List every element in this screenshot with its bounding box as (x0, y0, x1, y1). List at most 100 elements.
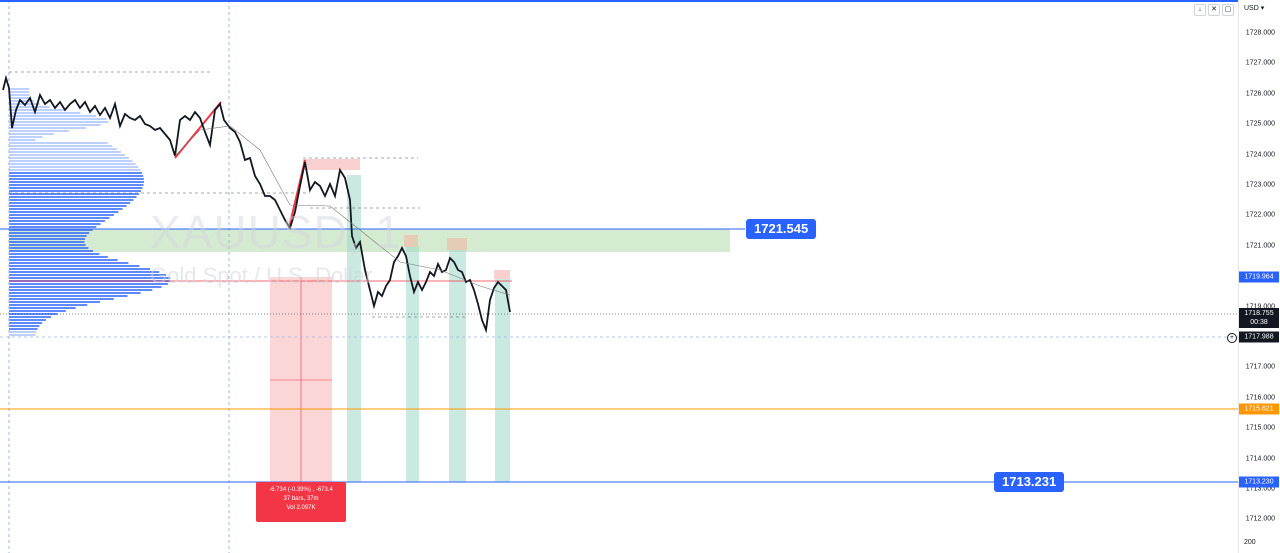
profile-bar (9, 112, 81, 114)
profile-bar (9, 166, 139, 168)
profile-bar (9, 142, 108, 144)
profile-bar (9, 118, 107, 120)
currency-label: USD (1244, 5, 1259, 12)
profile-bar (9, 304, 88, 306)
drawing-lines (0, 0, 1238, 553)
profile-bar (9, 106, 50, 108)
price-tick: 1727.000 (1245, 59, 1275, 67)
profile-bar (9, 148, 117, 150)
profile-bar (9, 256, 108, 258)
upper-level-label[interactable]: 1721.545 (746, 219, 817, 239)
price-tag-1719964: 1719.964 (1239, 271, 1279, 283)
measure-tool-readout: -6.734 (-0.39%) , -673.4 37 bars, 37m Vo… (256, 482, 346, 522)
price-axis[interactable]: USD ▾ 1728.000 1727.000 1726.000 1725.000 17… (1238, 0, 1280, 553)
profile-bar (9, 127, 86, 129)
lower-level-label[interactable]: 1713.231 (994, 472, 1065, 492)
price-tick: 1714.000 (1245, 455, 1275, 463)
maximize-button[interactable]: ▢ (1222, 4, 1234, 16)
profile-bar (9, 244, 86, 246)
profile-bar (9, 178, 144, 180)
profile-bar (9, 88, 30, 90)
teal-bar (406, 247, 419, 482)
measure-bars: 37 bars, 37m (283, 496, 319, 502)
collapse-button[interactable]: ✕ (1208, 4, 1220, 16)
profile-bar (9, 211, 119, 213)
price-tick: 1719.000 (1245, 303, 1275, 311)
profile-bar (9, 238, 85, 240)
profile-bar (9, 268, 151, 270)
profile-bar (9, 253, 100, 255)
profile-bar (9, 214, 114, 216)
profile-bar (9, 226, 97, 228)
profile-bar (9, 274, 167, 276)
profile-bar (9, 124, 101, 126)
price-tick: 1713.000 (1245, 485, 1275, 493)
profile-bar (9, 187, 143, 189)
profile-bar (9, 157, 129, 159)
currency-selector[interactable]: USD ▾ (1244, 5, 1265, 12)
profile-bar (9, 130, 69, 132)
profile-bar (9, 334, 36, 336)
price-tick: 1715.000 (1245, 424, 1275, 432)
price-tick: 1728.000 (1245, 29, 1275, 37)
profile-bar (9, 286, 162, 288)
last-price-value: 1718.755 (1244, 310, 1274, 317)
price-tick: 1723.000 (1245, 181, 1275, 189)
profile-bar (9, 172, 143, 174)
profile-bar (9, 235, 87, 237)
profile-bar (9, 223, 101, 225)
measure-change: -6.734 (-0.39%) , -673.4 (269, 487, 333, 493)
profile-bar (9, 136, 43, 138)
profile-bar (9, 202, 131, 204)
profile-bar (9, 310, 66, 312)
profile-bar (9, 283, 168, 285)
crosshair-price-tag: 1717.988 (1239, 331, 1279, 343)
chart-area[interactable]: XAUUSD, 1 Gold Spot / U.S. Dollar 1721.5… (0, 0, 1238, 553)
profile-bar (9, 181, 144, 183)
profile-bar (9, 319, 46, 321)
crosshair-target-icon[interactable]: + (1227, 333, 1237, 343)
profile-bar (9, 247, 89, 249)
profile-bar (9, 154, 126, 156)
profile-bar (9, 160, 133, 162)
profile-bar (9, 229, 93, 231)
profile-bar (9, 175, 144, 177)
profile-bar (9, 184, 144, 186)
last-price-tag: 1718.755 00:38 (1239, 308, 1279, 328)
profile-bar (9, 298, 114, 300)
profile-bar (9, 94, 30, 96)
green-supply-zone (9, 229, 730, 252)
profile-bar (9, 163, 136, 165)
red-zone (303, 159, 360, 170)
scroll-down-button[interactable]: ↓ (1194, 4, 1206, 16)
orange-line-price-tag: 1715.621 (1239, 403, 1279, 415)
profile-bar (9, 328, 38, 330)
profile-bar (9, 151, 122, 153)
profile-bar (9, 241, 85, 243)
profile-bar (9, 232, 90, 234)
profile-bar (9, 220, 105, 222)
red-zone (404, 235, 418, 247)
profile-bar (9, 199, 134, 201)
profile-bar (9, 250, 94, 252)
red-zone (494, 270, 510, 279)
price-chart-canvas[interactable] (0, 0, 1238, 553)
profile-bar (9, 271, 160, 273)
trend-line (174, 101, 222, 159)
profile-bar (9, 139, 36, 141)
blue-line-price-tag: 1713.230 (1239, 476, 1279, 488)
price-tick: 1726.000 (1245, 90, 1275, 98)
price-tick: 1712.000 (1245, 515, 1275, 523)
price-tick: 1724.000 (1245, 151, 1275, 159)
red-zone (447, 238, 467, 250)
teal-bar (495, 279, 510, 482)
profile-bar (9, 259, 118, 261)
profile-bar (9, 205, 127, 207)
profile-bar (9, 331, 37, 333)
measure-volume: Vol 2.097K (286, 505, 316, 511)
profile-bar (9, 121, 109, 123)
price-tick: 1717.000 (1245, 363, 1275, 371)
volume-scale-value: 200 (1244, 539, 1256, 546)
teal-bar (347, 175, 361, 482)
profile-bar (9, 208, 123, 210)
